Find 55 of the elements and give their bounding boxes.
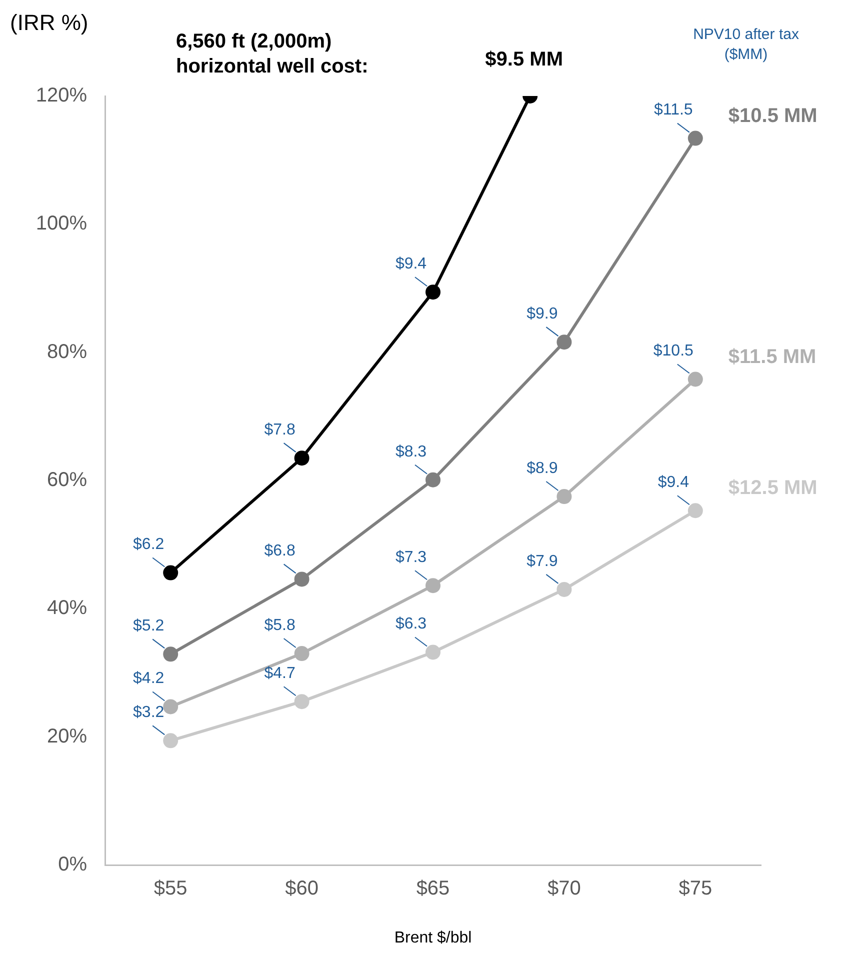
y-axis-title: (IRR %): [10, 10, 88, 36]
annotation: $4.7: [264, 664, 296, 682]
point: [556, 334, 572, 350]
point: [294, 646, 310, 662]
point: [556, 582, 572, 597]
point: [426, 578, 440, 594]
annotation: $5.2: [133, 618, 164, 635]
series-label: $11.5 MM: [728, 346, 816, 368]
annotation: $6.8: [264, 542, 296, 560]
x-tick-label: $65: [416, 878, 450, 900]
x-tick-label: $75: [678, 878, 712, 900]
annotation: $8.3: [395, 443, 427, 460]
y-tick-label: 80%: [46, 340, 88, 363]
annotation: $4.2: [133, 670, 164, 688]
point: [426, 644, 440, 660]
x-tick-label: $55: [154, 878, 188, 900]
annotation: $9.9: [526, 305, 558, 322]
point: [294, 694, 310, 710]
y-tick-label: 20%: [46, 725, 88, 748]
annotation: $7.9: [526, 552, 558, 570]
y-tick-label: 120%: [36, 84, 88, 107]
point: [163, 699, 178, 714]
y-tick-label: 40%: [46, 597, 88, 620]
series-label: $10.5 MM: [728, 104, 818, 127]
point: [688, 372, 703, 387]
annotation: $11.5: [654, 102, 693, 119]
annotation: $8.9: [526, 460, 558, 477]
annotation: $6.3: [395, 616, 427, 633]
point: [688, 503, 703, 518]
annotation: $9.4: [658, 474, 690, 492]
annotation: $5.8: [264, 616, 296, 634]
point: [426, 284, 440, 300]
x-axis-title: Brent $/bbl: [394, 929, 472, 946]
annotation: $9.4: [395, 256, 427, 272]
point: [688, 130, 703, 146]
y-tick-label: 0%: [58, 854, 88, 876]
point: [163, 565, 178, 580]
chart-title: 6,560 ft (2,000m) horizontal well cost:: [176, 30, 368, 78]
point: [294, 572, 310, 587]
point: [556, 489, 572, 504]
annotation: $6.2: [133, 536, 164, 554]
y-tick-label: 60%: [46, 469, 88, 492]
point: [163, 646, 178, 662]
annotation: $7.3: [395, 549, 427, 566]
point: [426, 472, 440, 488]
series-label: $9.5 MM: [485, 48, 563, 71]
annotation: $10.5: [653, 342, 694, 360]
annotation: $7.8: [264, 421, 296, 438]
x-tick-label: $60: [285, 878, 318, 900]
x-tick-label: $70: [548, 878, 581, 900]
text: NPV10 after tax ($MM): [693, 26, 800, 64]
y-tick-label: 100%: [36, 212, 88, 235]
point: [163, 733, 178, 748]
annotation: $3.2: [133, 704, 164, 722]
point: [294, 450, 310, 466]
